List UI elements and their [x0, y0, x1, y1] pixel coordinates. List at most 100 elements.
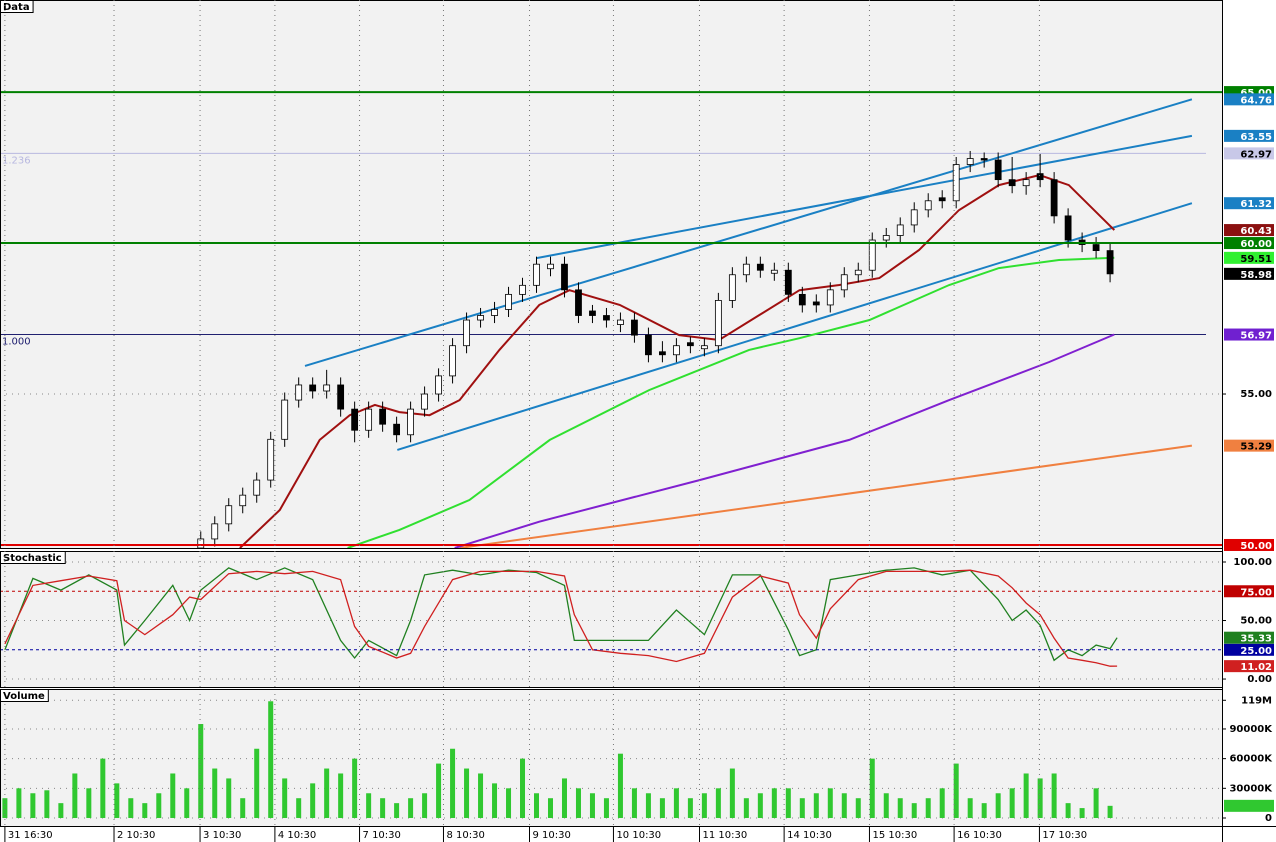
x-tick-label: 14 10:30 [787, 830, 832, 841]
volume-bar [408, 798, 414, 818]
volume-bar [380, 798, 386, 818]
volume-bar [813, 793, 819, 818]
candle-body [1022, 179, 1030, 187]
price-marker-label: 53.29 [1240, 442, 1272, 453]
x-tick-label: 17 10:30 [1042, 830, 1087, 841]
price-marker-label: 56.97 [1240, 331, 1272, 342]
candle-body [477, 315, 484, 321]
candle-body [924, 200, 932, 211]
volume-bar [925, 798, 931, 818]
fib-label: 1.000 [2, 337, 31, 348]
volume-bar [953, 763, 959, 818]
x-tick-label: 15 10:30 [872, 830, 917, 841]
volume-bar [967, 798, 973, 818]
volume-bar [841, 793, 847, 818]
candle-body [1036, 173, 1044, 181]
volume-bar [478, 773, 484, 818]
candle-body [659, 351, 666, 356]
volume-bar [366, 793, 372, 818]
x-tick-label: 7 10:30 [363, 830, 401, 841]
candle-body [575, 289, 582, 316]
volume-bar [352, 758, 358, 818]
overlay-line [397, 202, 1193, 451]
pane-bg [0, 689, 1222, 826]
volume-bar [743, 798, 749, 818]
pane-title: Data [3, 2, 30, 13]
candle-body [449, 345, 456, 377]
price-marker-label: 64.76 [1240, 95, 1272, 106]
volume-bar [450, 748, 456, 818]
candle-body [505, 293, 512, 310]
candle-body [589, 310, 596, 316]
volume-bar [212, 768, 218, 818]
candle-body [617, 319, 624, 325]
candle-body [910, 209, 918, 226]
candle-body [868, 239, 876, 271]
price-marker [1224, 251, 1274, 264]
pane-title-box [0, 551, 66, 564]
volume-bar [464, 768, 470, 818]
volume-bar [520, 758, 526, 818]
candle-body [728, 274, 736, 301]
candle-body [980, 158, 988, 161]
candle-body [645, 334, 652, 356]
volume-bar [855, 798, 861, 818]
volume-bar [142, 803, 148, 818]
candle-body [253, 479, 261, 496]
x-tick-label: 10 10:30 [616, 830, 661, 841]
volume-bar [785, 788, 791, 818]
overlay-line [536, 134, 1193, 260]
volume-bar [1009, 788, 1015, 818]
y-tick-label: 30000K [1229, 783, 1273, 794]
volume-bar [282, 778, 288, 818]
stochastic-line [4, 567, 1118, 662]
candle-body [840, 274, 848, 291]
price-marker-label: 60.43 [1240, 226, 1272, 237]
volume-bar [771, 788, 777, 818]
price-marker-label: 59.51 [1240, 254, 1272, 265]
volume-bar [939, 788, 945, 818]
x-tick-label: 8 10:30 [446, 830, 484, 841]
x-tick-label: 3 10:30 [203, 830, 241, 841]
y-tick-label: 90000K [1229, 724, 1273, 735]
volume-bar [534, 793, 540, 818]
volume-bar [1051, 773, 1057, 818]
y-tick-label: 60000K [1229, 754, 1273, 765]
candle-body [882, 235, 890, 241]
pane-title: Volume [3, 691, 45, 702]
price-marker [1224, 799, 1274, 812]
candle-body [700, 345, 708, 350]
volume-bar [869, 758, 875, 818]
candle-body [854, 269, 862, 276]
volume-bar [324, 768, 330, 818]
volume-bar [981, 803, 987, 818]
volume-bar [296, 798, 302, 818]
candle-body [561, 263, 568, 291]
volume-bar [897, 798, 903, 818]
x-tick-label: 16 10:30 [957, 830, 1002, 841]
price-marker [1224, 197, 1274, 210]
candle-body [756, 263, 764, 271]
price-marker-label: 11.02 [1240, 662, 1272, 673]
candle-body [1092, 244, 1100, 252]
price-marker [1224, 538, 1274, 551]
volume-bar [492, 783, 498, 818]
pane-title-box [0, 689, 49, 702]
fib-label: 1.236 [2, 155, 31, 166]
volume-bar [184, 788, 190, 818]
candle-body [686, 342, 694, 347]
candle-body [896, 224, 904, 236]
candle-body [519, 284, 526, 295]
volume-bar [114, 783, 120, 818]
volume-bar [268, 701, 274, 818]
plot-area [0, 561, 1222, 680]
price-marker-label: 58.98 [1240, 270, 1272, 281]
volume-bar [631, 788, 637, 818]
x-tick-label: 9 10:30 [533, 830, 571, 841]
volume-bar [729, 768, 735, 818]
y-tick-label: 119M [1241, 695, 1272, 706]
volume-bar [156, 793, 162, 818]
y-tick-label: 50.00 [1240, 616, 1272, 627]
candle-body [295, 384, 303, 401]
